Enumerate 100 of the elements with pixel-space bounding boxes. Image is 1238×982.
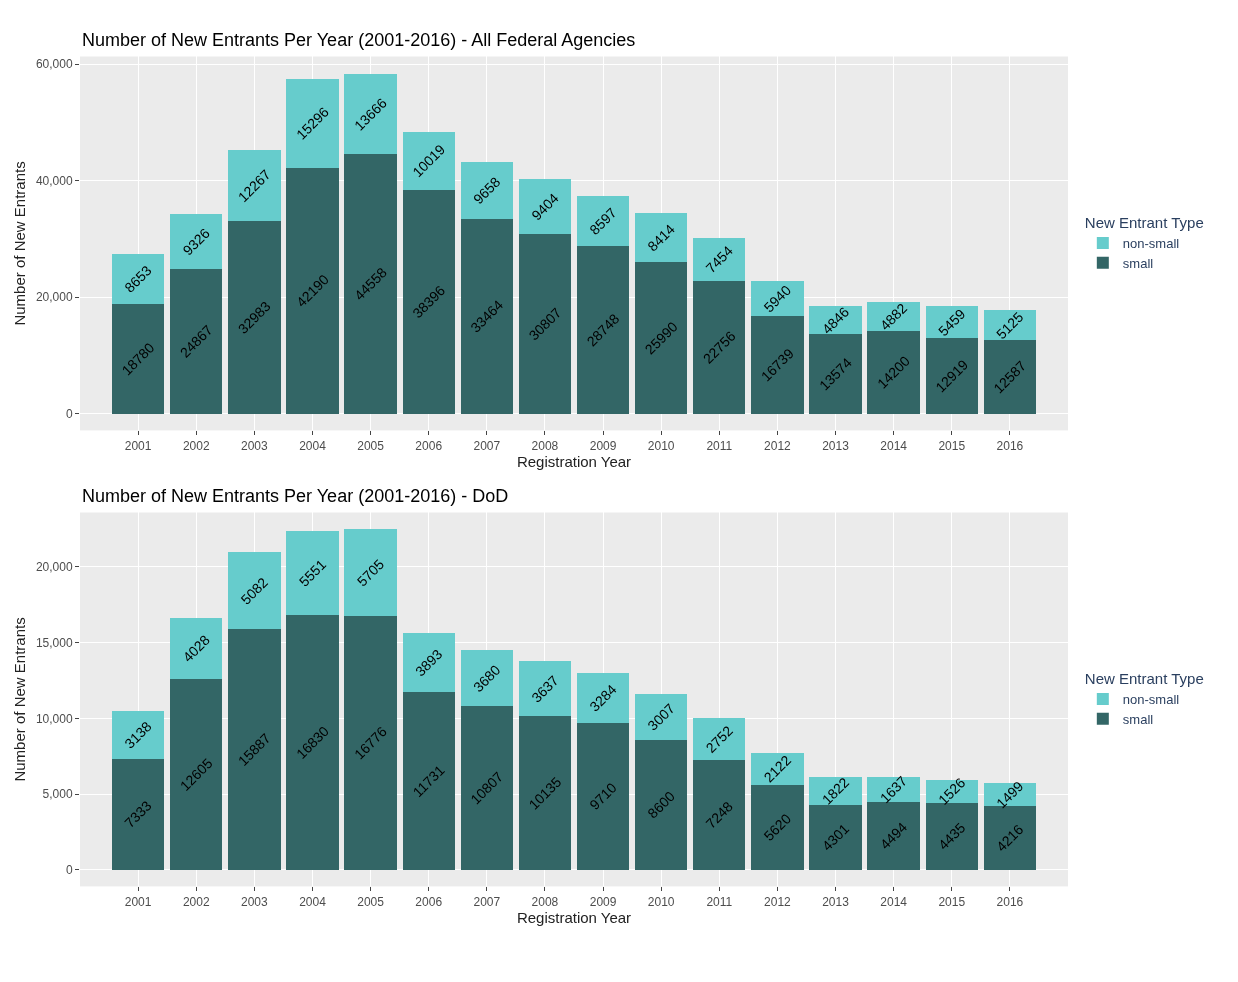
- bar: [402, 189, 455, 414]
- x-tick-label: 2001: [124, 894, 152, 909]
- x-tick-label: 2014: [880, 894, 908, 909]
- bar: [228, 149, 281, 222]
- x-tick-label: 2002: [182, 438, 210, 453]
- bar: [635, 262, 688, 414]
- bar: [344, 74, 397, 154]
- x-axis-title: Registration Year: [516, 452, 632, 470]
- bar: [344, 153, 397, 414]
- chart-title: Number of New Entrants Per Year (2001-2016) - All Federal Agencies: [82, 30, 636, 50]
- bar: [344, 615, 397, 870]
- x-tick-label: 2003: [241, 894, 269, 909]
- bar: [228, 629, 281, 870]
- x-tick-label: 2007: [473, 438, 501, 453]
- y-axis-title: Number of New Entrants: [11, 161, 29, 326]
- y-tick-label: 40,000: [35, 173, 73, 188]
- y-tick-label: 0: [65, 862, 73, 877]
- bar: [867, 801, 920, 870]
- bar: [111, 304, 165, 414]
- legend-label: small: [1122, 711, 1154, 727]
- bar: [809, 334, 862, 414]
- bar: [402, 633, 455, 693]
- x-tick-label: 2002: [182, 894, 210, 909]
- x-tick-label: 2007: [473, 894, 501, 909]
- bar: [402, 131, 455, 190]
- y-tick-label: 10,000: [35, 711, 73, 726]
- bar: [170, 214, 223, 269]
- bar: [286, 614, 339, 870]
- bar: [228, 552, 281, 630]
- bar: [693, 718, 746, 761]
- bar: [518, 661, 572, 717]
- x-tick-label: 2004: [299, 438, 327, 453]
- bar: [693, 760, 746, 870]
- x-tick-label: 2011: [706, 894, 733, 909]
- bar: [344, 529, 397, 616]
- bar: [111, 758, 165, 870]
- x-tick-label: 2005: [357, 438, 385, 453]
- x-tick-label: 2014: [880, 438, 908, 453]
- chart-title: Number of New Entrants Per Year (2001-2016) - DoD: [82, 486, 509, 506]
- bar: [402, 692, 455, 870]
- x-tick-label: 2011: [706, 438, 733, 453]
- bar: [635, 694, 688, 740]
- bar: [809, 804, 862, 870]
- bar: [286, 78, 339, 168]
- bar: [460, 162, 513, 219]
- legend-label: non-small: [1122, 235, 1180, 251]
- x-tick-label: 2015: [938, 438, 966, 453]
- y-tick-label: 0: [65, 406, 73, 421]
- y-tick-label: 60,000: [35, 57, 73, 72]
- legend-label: small: [1122, 255, 1154, 271]
- x-tick-label: 2006: [415, 894, 443, 909]
- bar: [228, 221, 281, 414]
- bar: [518, 179, 572, 235]
- x-tick-label: 2012: [764, 894, 792, 909]
- bar: [751, 316, 804, 414]
- x-tick-label: 2005: [357, 894, 385, 909]
- bar: [867, 330, 920, 414]
- legend-title: New Entrant Type: [1084, 213, 1204, 231]
- bar: [286, 167, 339, 414]
- x-tick-label: 2009: [589, 894, 617, 909]
- bar: [635, 739, 688, 870]
- x-tick-label: 2001: [124, 438, 152, 453]
- x-tick-label: 2004: [299, 894, 327, 909]
- bar: [576, 722, 630, 870]
- x-tick-label: 2008: [531, 438, 559, 453]
- x-tick-label: 2010: [647, 438, 675, 453]
- x-tick-label: 2003: [241, 438, 269, 453]
- bar: [111, 711, 165, 759]
- y-tick-label: 20,000: [35, 560, 73, 575]
- bar: [925, 338, 978, 414]
- x-tick-label: 2010: [647, 894, 675, 909]
- bar: [170, 678, 223, 870]
- x-tick-label: 2008: [531, 894, 559, 909]
- bar: [111, 253, 165, 305]
- x-tick-label: 2013: [822, 438, 850, 453]
- x-tick-label: 2015: [938, 894, 966, 909]
- bar: [635, 213, 688, 263]
- bar: [460, 650, 513, 707]
- legend-title: New Entrant Type: [1084, 669, 1204, 687]
- x-tick-label: 2006: [415, 438, 443, 453]
- y-tick-label: 5,000: [42, 787, 73, 802]
- bar: [286, 530, 339, 615]
- x-tick-label: 2012: [764, 438, 792, 453]
- bar: [693, 237, 746, 281]
- bar: [576, 196, 630, 247]
- bar: [460, 706, 513, 870]
- x-tick-label: 2016: [996, 894, 1024, 909]
- bar: [460, 218, 513, 414]
- legend-label: non-small: [1122, 691, 1180, 707]
- bar: [751, 784, 804, 870]
- y-tick-label: 15,000: [35, 635, 73, 650]
- x-axis-title: Registration Year: [516, 908, 632, 926]
- y-axis-title: Number of New Entrants: [11, 617, 29, 782]
- bar: [983, 340, 1037, 414]
- bar: [518, 716, 572, 870]
- x-tick-label: 2013: [822, 894, 850, 909]
- y-tick-label: 20,000: [35, 290, 73, 305]
- bar: [518, 234, 572, 414]
- bar: [576, 246, 630, 414]
- x-tick-label: 2016: [996, 438, 1024, 453]
